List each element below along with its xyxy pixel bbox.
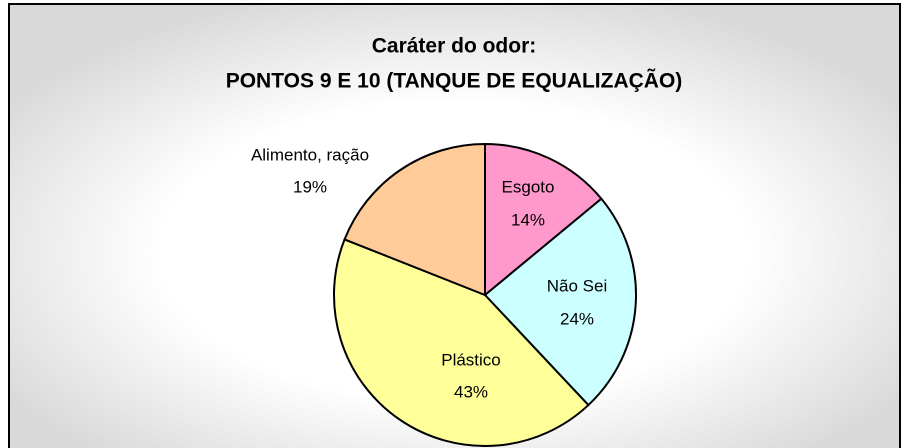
slice-label: Alimento, ração bbox=[251, 145, 369, 164]
value-label: 14% bbox=[511, 210, 545, 229]
value-label: 24% bbox=[560, 309, 594, 328]
slice-label: Não Sei bbox=[547, 276, 607, 295]
pie-slice bbox=[333, 238, 590, 447]
chart-title: PONTOS 9 E 10 (TANQUE DE EQUALIZAÇÃO) bbox=[226, 70, 683, 93]
pie-slice bbox=[483, 197, 637, 407]
value-label: 19% bbox=[293, 177, 327, 196]
slice-label: Plástico bbox=[441, 350, 501, 369]
labels: Esgoto 14% Não Sei 24% Plástico 43% Alimento, … bbox=[251, 145, 607, 401]
slice-label: Esgoto bbox=[502, 177, 555, 196]
pie-slice bbox=[484, 142, 603, 298]
pie-slice bbox=[343, 142, 486, 297]
value-label: 43% bbox=[454, 382, 488, 401]
pie bbox=[333, 142, 637, 447]
chart-title: Caráter do odor: bbox=[372, 35, 537, 58]
